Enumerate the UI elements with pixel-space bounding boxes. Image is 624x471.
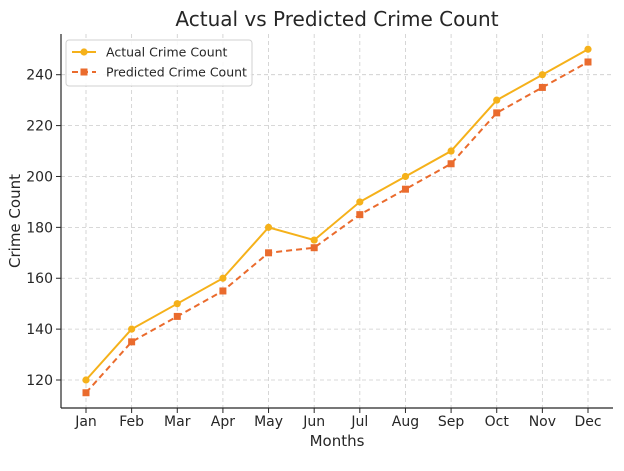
- x-tick-label: Aug: [392, 414, 419, 430]
- series-actual: [82, 45, 592, 384]
- x-tick-label: Jun: [302, 414, 325, 430]
- data-point: [401, 185, 409, 193]
- data-point: [447, 147, 455, 155]
- y-tick-label: 160: [26, 271, 53, 287]
- data-point: [173, 300, 181, 308]
- data-point: [219, 287, 227, 295]
- x-tick-label: Jan: [74, 414, 97, 430]
- legend-item: Actual Crime Count: [72, 45, 228, 60]
- x-tick-label: Dec: [574, 414, 601, 430]
- grid: [61, 34, 613, 408]
- axes: 120 140 160 180 200 220 240 Jan Feb Mar Apr May Jun J…: [26, 34, 613, 430]
- data-point: [310, 236, 318, 244]
- data-point: [493, 96, 501, 104]
- legend-item: Predicted Crime Count: [72, 65, 247, 80]
- data-point: [493, 109, 501, 117]
- legend: Actual Crime Count Predicted Crime Count: [65, 39, 253, 87]
- legend-label: Predicted Crime Count: [106, 65, 247, 80]
- series-line: [85, 61, 589, 394]
- data-point: [447, 160, 455, 168]
- chart-title: Actual vs Predicted Crime Count: [175, 7, 498, 31]
- data-point: [265, 249, 273, 257]
- y-tick-label: 200: [26, 169, 53, 185]
- y-tick-label: 120: [26, 373, 53, 389]
- y-tick-label: 220: [26, 119, 53, 135]
- data-point: [264, 223, 273, 231]
- data-point: [584, 58, 592, 66]
- data-point: [356, 211, 364, 219]
- series-line: [85, 48, 589, 381]
- x-tick-label: Apr: [211, 414, 235, 430]
- legend-marker: [80, 48, 88, 56]
- x-axis-label: Months: [310, 432, 365, 450]
- y-axis-label: Crime Count: [6, 174, 24, 268]
- x-tick-label: Jul: [350, 414, 368, 430]
- data-point: [128, 338, 136, 346]
- data-point: [82, 389, 90, 397]
- x-tick-label: Mar: [164, 414, 191, 430]
- data-point: [356, 198, 364, 206]
- series-group: [82, 45, 592, 397]
- series-predicted: [82, 58, 592, 397]
- y-tick-label: 180: [26, 220, 53, 236]
- legend-box: [65, 39, 253, 87]
- data-point: [584, 45, 592, 53]
- x-tick-label: Oct: [485, 414, 510, 430]
- data-point: [538, 71, 546, 79]
- legend-label: Actual Crime Count: [106, 45, 228, 60]
- x-tick-label: Sep: [438, 414, 465, 430]
- data-point: [82, 376, 90, 384]
- data-point: [219, 274, 227, 282]
- data-point: [401, 172, 410, 181]
- data-point: [310, 244, 318, 252]
- data-point: [173, 312, 181, 320]
- x-tick-label: May: [254, 414, 283, 430]
- x-tick-label: Nov: [529, 414, 556, 430]
- y-tick-label: 240: [26, 68, 53, 84]
- legend-marker: [80, 68, 88, 76]
- x-tick-label: Feb: [119, 414, 144, 430]
- data-point: [128, 325, 136, 333]
- data-point: [538, 83, 546, 91]
- y-tick-label: 140: [26, 322, 53, 338]
